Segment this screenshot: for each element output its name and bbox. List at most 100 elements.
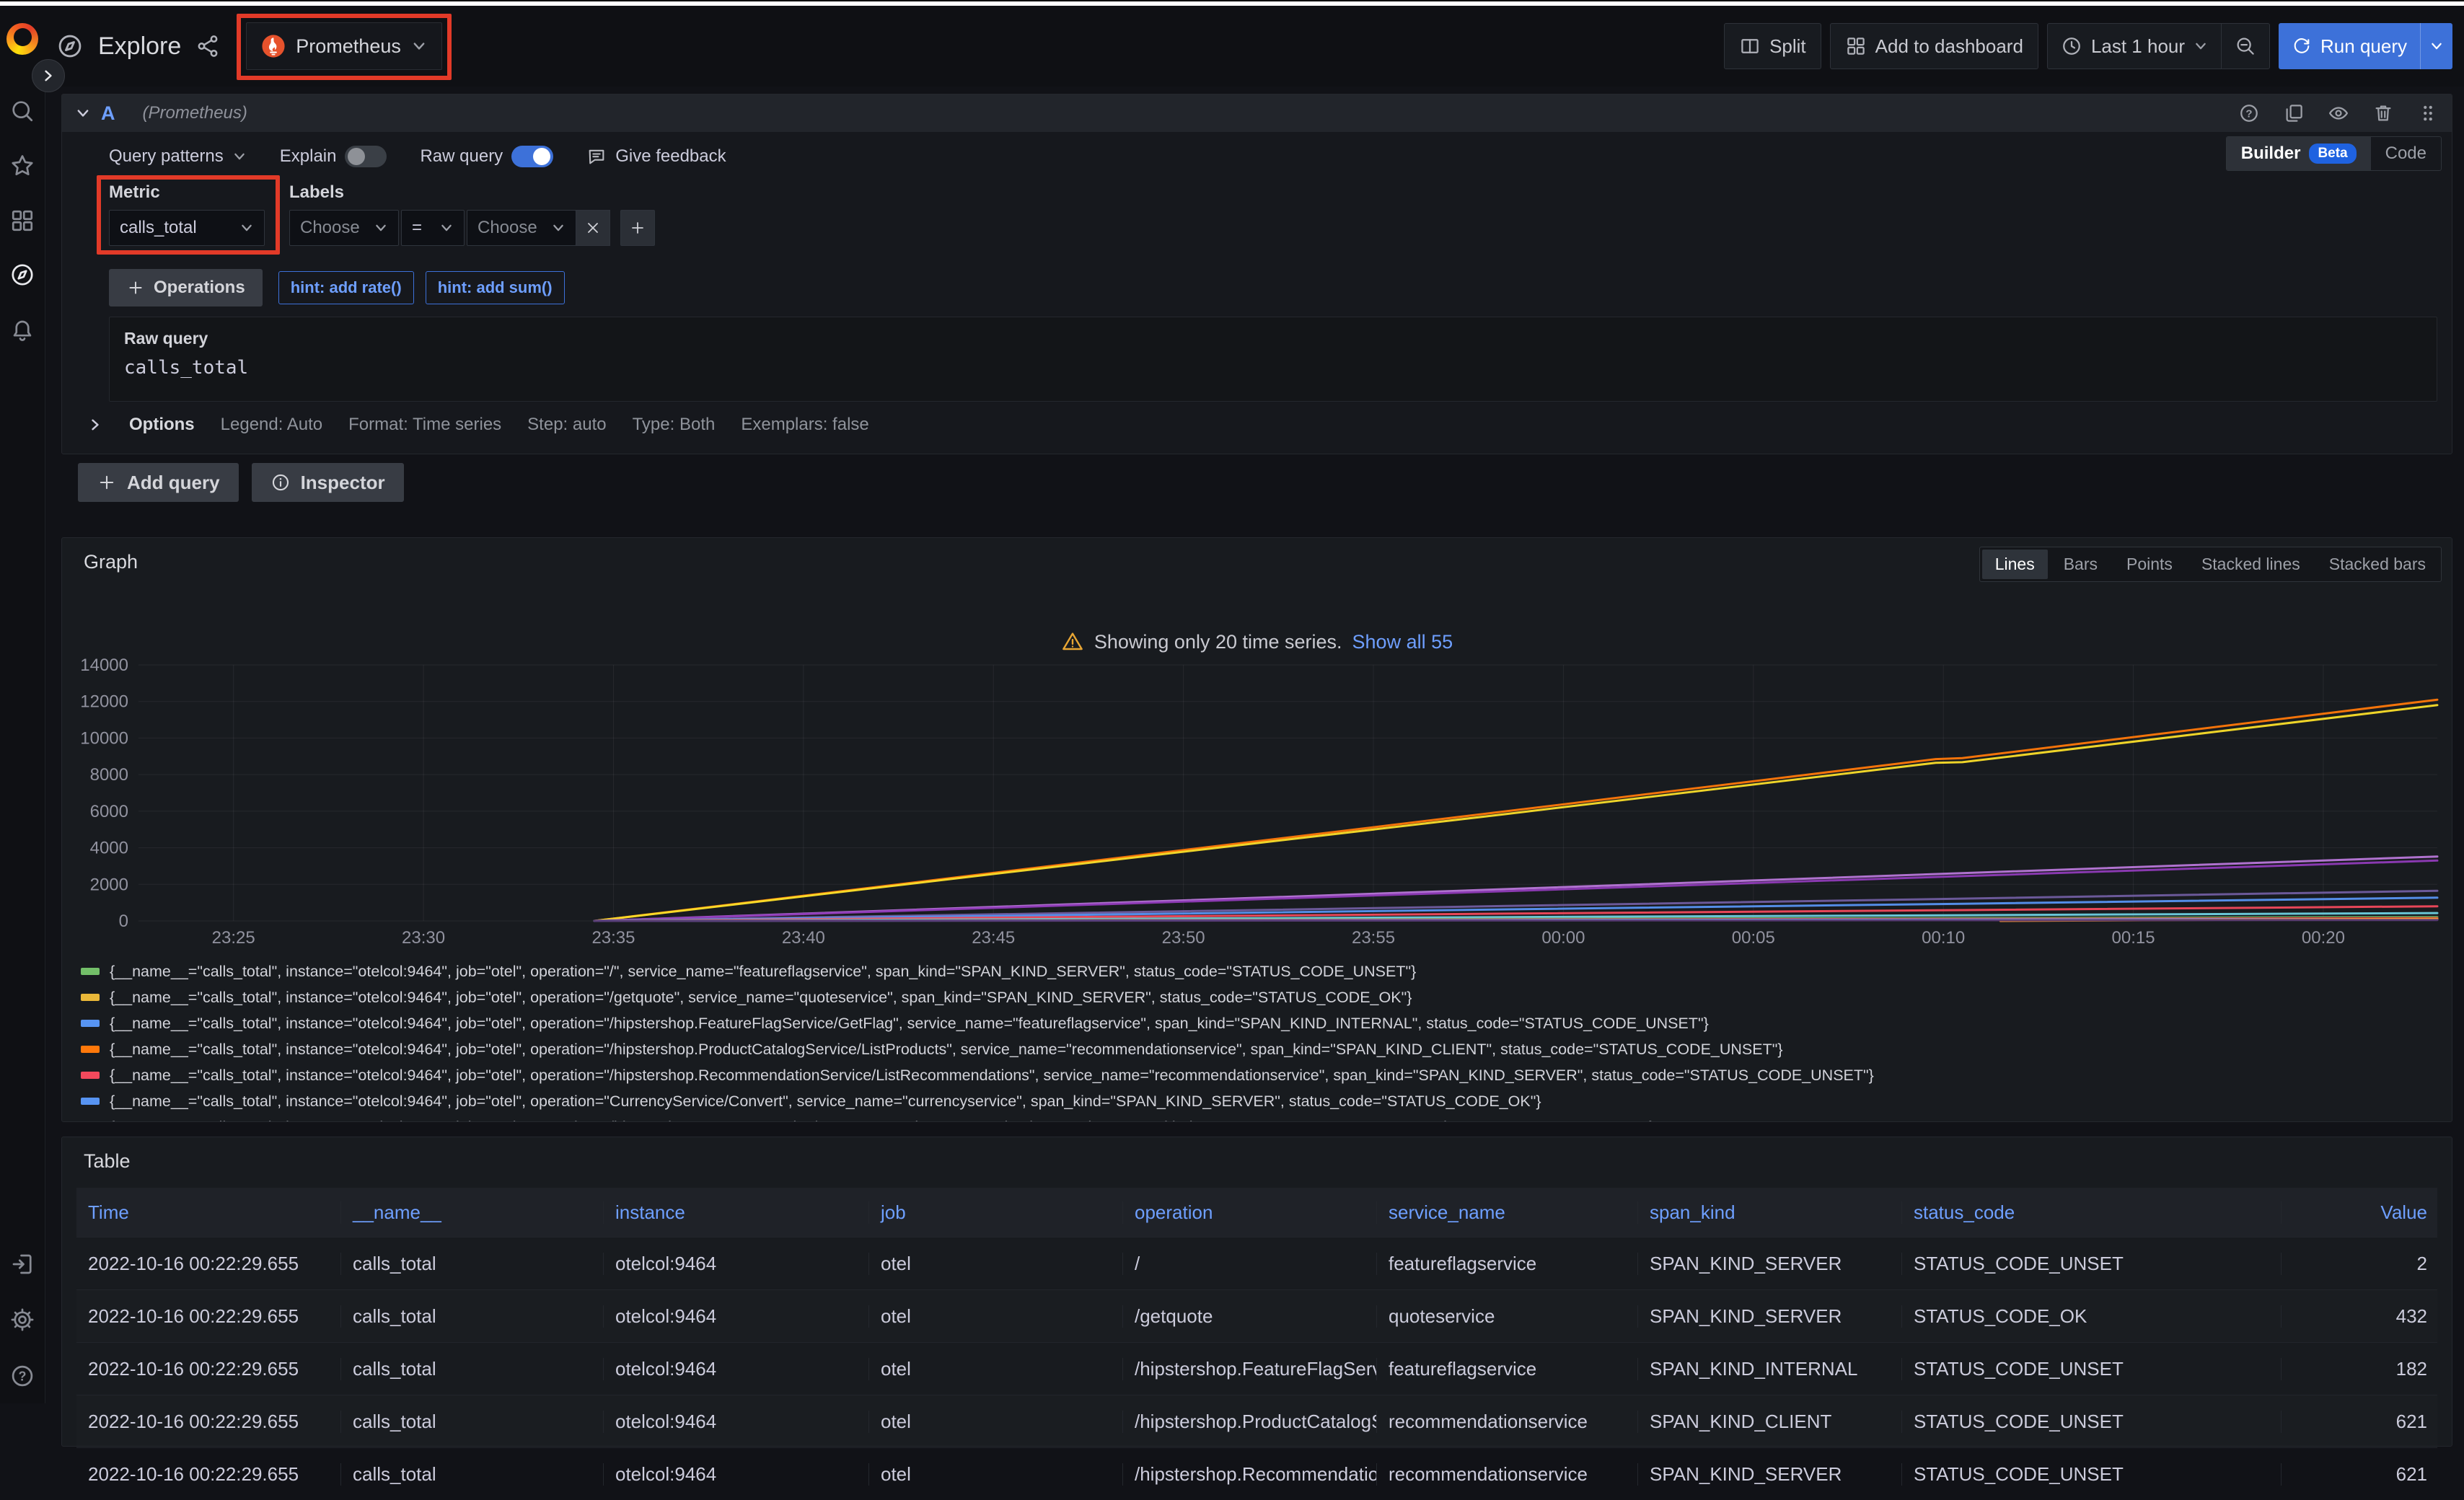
dashboards-icon[interactable] (9, 208, 35, 234)
sidebar-expand-button[interactable] (32, 59, 65, 92)
operations-row: Operations hint: add rate() hint: add sum… (109, 269, 565, 306)
table-row-0: 2022-10-16 00:22:29.655 calls_total otelco… (76, 1237, 2437, 1289)
add-operation-button[interactable]: Operations (109, 269, 263, 306)
chart-legend: {__name__="calls_total", instance="otelc… (81, 958, 2446, 1121)
share-icon[interactable] (195, 34, 220, 58)
query-patterns-dropdown[interactable]: Query patterns (109, 146, 247, 167)
raw-query-toggle[interactable] (511, 146, 554, 167)
table-header-span_kind[interactable]: span_kind (1637, 1201, 1901, 1224)
label-operator-select[interactable]: = (401, 210, 465, 246)
table-cell: /hipstershop.FeatureFlagServi... (1122, 1357, 1376, 1380)
inspector-button[interactable]: Inspector (251, 463, 404, 502)
legend-swatch (81, 1046, 100, 1053)
graph-mode-points[interactable]: Points (2126, 555, 2173, 573)
run-query-label: Run query (2320, 35, 2407, 57)
legend-item-6[interactable]: {__name__="calls_total", instance="otelc… (81, 1114, 2446, 1122)
run-query-button[interactable]: Run query (2279, 23, 2452, 69)
query-help-icon[interactable] (2238, 102, 2260, 124)
table-header-job[interactable]: job (868, 1201, 1122, 1224)
plus-icon (97, 472, 117, 493)
metric-select[interactable]: calls_total (109, 210, 265, 246)
table-cell: otelcol:9464 (603, 1305, 868, 1328)
split-label: Split (1769, 35, 1806, 57)
query-hint-button-1[interactable]: hint: add sum() (425, 271, 565, 304)
table-header-__name__[interactable]: __name__ (340, 1201, 603, 1224)
legend-item-4[interactable]: {__name__="calls_total", instance="otelc… (81, 1062, 2446, 1088)
query-ref-id[interactable]: A (101, 102, 115, 124)
query-toolbar: Query patterns Explain Raw query Give fe… (109, 141, 726, 172)
table-header-instance[interactable]: instance (603, 1201, 868, 1224)
legend-item-3[interactable]: {__name__="calls_total", instance="otelc… (81, 1036, 2446, 1062)
metric-value: calls_total (120, 218, 197, 237)
give-feedback-link[interactable]: Give feedback (586, 146, 726, 167)
legend-item-5[interactable]: {__name__="calls_total", instance="otelc… (81, 1088, 2446, 1114)
options-row: Options Legend: Auto Format: Time series S… (87, 415, 869, 435)
drag-handle-icon[interactable] (2417, 102, 2439, 124)
explain-toggle[interactable] (345, 146, 387, 167)
settings-gear-icon[interactable] (9, 1307, 35, 1333)
legend-label: {__name__="calls_total", instance="otelc… (110, 988, 1412, 1006)
legend-label: {__name__="calls_total", instance="otelc… (110, 1119, 1654, 1122)
svg-text:4000: 4000 (90, 839, 128, 858)
toggle-visibility-icon[interactable] (2328, 102, 2349, 124)
explore-icon[interactable] (9, 262, 35, 288)
table-cell: otelcol:9464 (603, 1357, 868, 1380)
grafana-logo[interactable] (6, 23, 38, 55)
alerting-bell-icon[interactable] (9, 317, 35, 343)
table-cell: 2022-10-16 00:22:29.655 (88, 1252, 299, 1274)
starred-icon[interactable] (9, 153, 35, 179)
delete-query-icon[interactable] (2372, 102, 2394, 124)
legend-item-2[interactable]: {__name__="calls_total", instance="otelc… (81, 1010, 2446, 1036)
query-patterns-label: Query patterns (109, 146, 224, 166)
collapse-chevron-icon[interactable] (75, 105, 91, 121)
show-all-series-link[interactable]: Show all 55 (1352, 630, 1453, 653)
legend-item-0[interactable]: {__name__="calls_total", instance="otelc… (81, 958, 2446, 984)
chevron-down-icon (551, 221, 566, 235)
graph-mode-bars[interactable]: Bars (2063, 555, 2098, 573)
graph-panel: Graph Lines Bars Points Stacked lines Stacke… (61, 537, 2452, 1122)
remove-label-filter-button[interactable] (576, 210, 610, 246)
table-header-status_code[interactable]: status_code (1901, 1201, 2165, 1224)
table-header-operation[interactable]: operation (1122, 1201, 1376, 1224)
table-row-4: 2022-10-16 00:22:29.655 calls_total otelco… (76, 1447, 2437, 1500)
chevron-right-icon[interactable] (87, 417, 103, 433)
table-header-service_name[interactable]: service_name (1376, 1201, 1637, 1224)
zoom-out-button[interactable] (2221, 24, 2269, 69)
sign-in-icon[interactable] (9, 1251, 35, 1277)
table-cell: otelcol:9464 (603, 1462, 868, 1486)
table-row-3: 2022-10-16 00:22:29.655 calls_total otelco… (76, 1395, 2437, 1447)
query-row-header: A (Prometheus) (62, 94, 2452, 132)
split-button[interactable]: Split (1724, 23, 1821, 69)
run-query-dropdown[interactable] (2420, 23, 2452, 69)
table-row-2: 2022-10-16 00:22:29.655 calls_total otelco… (76, 1342, 2437, 1395)
add-query-button[interactable]: Add query (78, 463, 239, 502)
label-key-select[interactable]: Choose (289, 210, 399, 246)
graph-mode-stacked-bars[interactable]: Stacked bars (2328, 555, 2426, 573)
add-to-dashboard-button[interactable]: Add to dashboard (1829, 23, 2038, 69)
search-icon[interactable] (9, 98, 35, 124)
svg-text:00:20: 00:20 (2302, 928, 2345, 948)
time-range-button[interactable]: Last 1 hour (2048, 24, 2221, 69)
give-feedback-label: Give feedback (615, 146, 726, 166)
graph-mode-lines[interactable]: Lines (1981, 550, 2048, 579)
table-cell: /hipstershop.ProductCatalogS... (1122, 1410, 1376, 1433)
help-icon[interactable] (9, 1363, 35, 1389)
tab-code[interactable]: Code (2371, 137, 2441, 170)
add-label-filter-button[interactable] (620, 210, 655, 246)
table-cell: recommendationservice (1376, 1462, 1637, 1486)
table-cell: calls_total (340, 1410, 603, 1433)
label-value-select[interactable]: Choose (467, 210, 576, 246)
table-cell: featureflagservice (1376, 1357, 1637, 1380)
legend-item-1[interactable]: {__name__="calls_total", instance="otelc… (81, 984, 2446, 1010)
table-header-Time[interactable]: Time (88, 1201, 129, 1223)
query-hint-button-0[interactable]: hint: add rate() (278, 271, 414, 304)
table-cell: otelcol:9464 (603, 1252, 868, 1275)
chevron-down-icon (239, 221, 254, 235)
top-navbar: Explore Prometheus Split Add to dashboar… (45, 6, 2464, 87)
options-label[interactable]: Options (129, 415, 195, 434)
datasource-picker[interactable]: Prometheus (246, 22, 442, 70)
tab-builder[interactable]: Builder Beta (2226, 137, 2371, 170)
graph-mode-stacked-lines[interactable]: Stacked lines (2201, 555, 2300, 573)
table-header-Value[interactable]: Value (2281, 1201, 2439, 1224)
duplicate-query-icon[interactable] (2283, 102, 2305, 124)
